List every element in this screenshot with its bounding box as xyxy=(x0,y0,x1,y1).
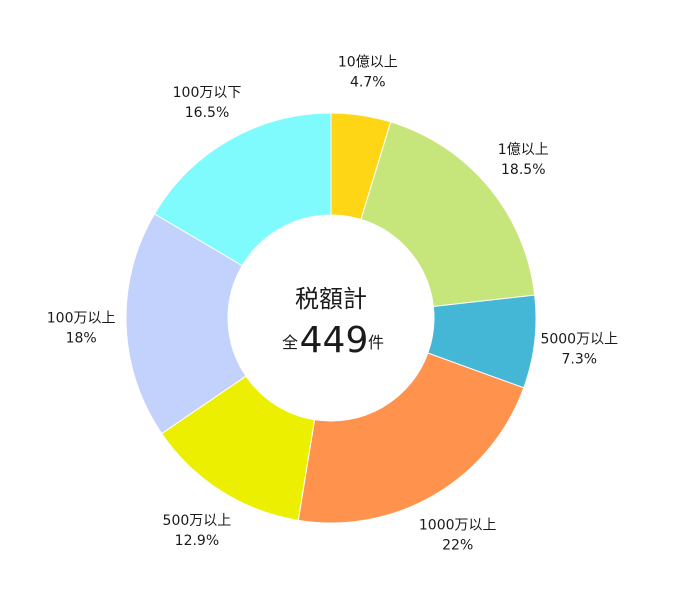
slice-label-1: 10億以上 4.7% xyxy=(338,55,398,91)
center-suffix: 件 xyxy=(368,333,384,352)
chart-slices xyxy=(125,112,537,524)
slice-label-2: 1億以上 18.5% xyxy=(498,142,549,178)
center-count: 449 xyxy=(300,320,369,361)
chart-center: 税額計 全 449 件 xyxy=(282,285,384,361)
center-prefix: 全 xyxy=(282,333,298,352)
slice-label-6: 100万以上 18% xyxy=(47,310,116,346)
slice-label-7: 100万以下 16.5% xyxy=(173,85,242,121)
slice-label-3: 5000万以上 7.3% xyxy=(540,331,618,367)
slice-label-4: 1000万以上 22% xyxy=(419,518,497,554)
chart-labels: 10億以上 4.7% 1億以上 18.5% 5000万以上 7.3% 1000万以上 22% 5… xyxy=(47,55,618,554)
center-title: 税額計 xyxy=(295,285,367,313)
slice-label-5: 500万以上 12.9% xyxy=(163,513,232,549)
donut-hole xyxy=(228,215,434,421)
